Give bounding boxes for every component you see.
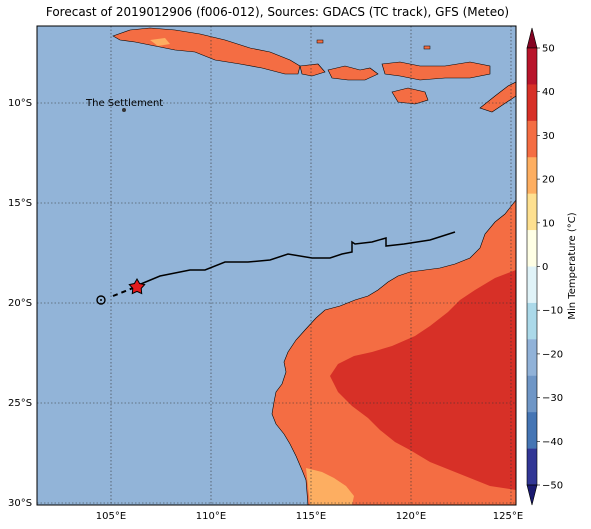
- lon-tick: 110°E: [196, 511, 226, 522]
- place-label: The Settlement: [85, 98, 163, 109]
- colorbar-segment: [527, 48, 537, 85]
- colorbar-tick-label: 10: [542, 218, 555, 229]
- colorbar-tick-label: −30: [542, 393, 563, 404]
- colorbar-label: Min Temperature (°C): [567, 212, 578, 319]
- colorbar-tick-label: −50: [542, 481, 563, 492]
- colorbar-tick-label: 40: [542, 87, 555, 98]
- colorbar-extend-max: [526, 27, 538, 49]
- lat-tick: 15°S: [8, 198, 32, 209]
- bali-island: [299, 63, 326, 77]
- timor-island: [479, 81, 516, 113]
- lat-axis: 10°S 15°S 20°S 25°S 30°S: [8, 98, 32, 509]
- cyclone-origin-marker: [96, 295, 106, 305]
- colorbar-tick-label: −40: [542, 437, 563, 448]
- colorbar-segment: [527, 302, 537, 340]
- graticule: [37, 26, 516, 505]
- lon-tick: 120°E: [396, 511, 426, 522]
- colorbar-tick-label: −10: [542, 306, 563, 317]
- cyclone-track-forecast: [112, 287, 134, 297]
- colorbar-segment: [527, 84, 537, 122]
- lon-axis: 105°E 110°E 115°E 120°E 125°E: [96, 511, 523, 522]
- colorbar-segment: [527, 193, 537, 231]
- map-frame: [36, 25, 517, 506]
- cyclone-track-line: [135, 231, 456, 287]
- small-island: [423, 45, 431, 50]
- java-hot-patch: [150, 38, 170, 46]
- sumba-island: [391, 87, 429, 105]
- colorbar-tick-label: 50: [542, 44, 555, 55]
- colorbar-segment: [527, 120, 537, 158]
- colorbar-segment: [527, 412, 537, 449]
- lat-tick: 25°S: [8, 398, 32, 409]
- colorbar-tick-label: −20: [542, 349, 563, 360]
- mild-zone: [306, 468, 354, 505]
- lon-tick: 125°E: [493, 511, 523, 522]
- colorbar-segment: [527, 375, 537, 413]
- flores-island: [381, 61, 491, 81]
- colorbar-tick-label: 30: [542, 131, 555, 142]
- map-title: Forecast of 2019012906 (f006-012), Sourc…: [45, 5, 510, 19]
- colorbar-extend-min: [526, 484, 538, 506]
- lat-tick: 10°S: [8, 98, 32, 109]
- lat-tick: 30°S: [8, 498, 32, 509]
- small-island: [316, 39, 324, 44]
- colorbar-segment: [527, 266, 537, 304]
- storm-star-marker: [128, 278, 146, 295]
- colorbar-tick-label: 0: [542, 262, 548, 273]
- hot-zone: [330, 270, 516, 490]
- colorbar-segment: [527, 157, 537, 194]
- christmas-island: [122, 108, 126, 112]
- cyclone-origin-dot: [100, 299, 102, 301]
- lon-tick: 115°E: [296, 511, 326, 522]
- colorbar-segment: [527, 339, 537, 377]
- colorbar-tick-label: 20: [542, 175, 555, 186]
- sumbawa-island: [327, 65, 379, 81]
- lat-tick: 20°S: [8, 298, 32, 309]
- colorbar-segment: [527, 448, 537, 486]
- colorbar-segment: [527, 230, 537, 267]
- colorbar: 50 40 30 20 10 0 −10 −20 −30 −40 −50: [526, 27, 563, 506]
- lon-tick: 105°E: [96, 511, 126, 522]
